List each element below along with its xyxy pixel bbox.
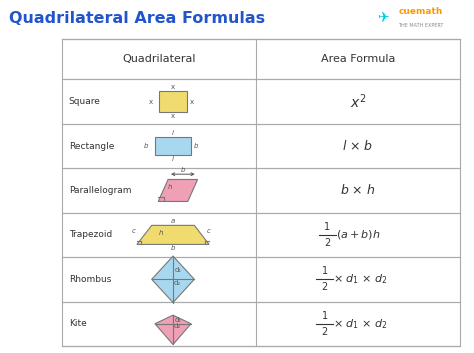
- Text: 2: 2: [324, 238, 330, 248]
- Text: $(a + b)h$: $(a + b)h$: [336, 228, 380, 241]
- Text: b: b: [193, 143, 198, 149]
- Text: x: x: [190, 98, 194, 104]
- Text: THE MATH EXPERT: THE MATH EXPERT: [398, 23, 444, 28]
- Text: b: b: [181, 167, 185, 173]
- Text: × $d_1$ × $d_2$: × $d_1$ × $d_2$: [333, 317, 388, 331]
- Text: Rectangle: Rectangle: [69, 142, 114, 150]
- Text: d₂: d₂: [174, 323, 182, 329]
- Text: Quadrilateral: Quadrilateral: [122, 54, 196, 64]
- Text: b: b: [171, 245, 175, 251]
- Text: d₁: d₁: [174, 317, 182, 323]
- Text: h: h: [168, 184, 173, 190]
- Text: ✈: ✈: [377, 11, 389, 25]
- Text: $l$ × $b$: $l$ × $b$: [342, 139, 374, 153]
- Text: 1: 1: [322, 311, 328, 321]
- Text: × $d_1$ × $d_2$: × $d_1$ × $d_2$: [333, 273, 388, 286]
- Text: 2: 2: [321, 282, 328, 292]
- Bar: [62, 39, 460, 346]
- Text: $b$ × $h$: $b$ × $h$: [340, 184, 375, 197]
- Text: b: b: [144, 143, 149, 149]
- Polygon shape: [155, 315, 191, 345]
- Text: x: x: [148, 98, 153, 104]
- Polygon shape: [152, 256, 194, 303]
- Bar: [159, 91, 187, 112]
- Text: x: x: [171, 84, 175, 90]
- Text: a: a: [171, 218, 175, 224]
- Text: c: c: [207, 228, 211, 234]
- Text: h: h: [159, 230, 164, 236]
- Text: l: l: [172, 156, 174, 162]
- Text: Quadrilateral Area Formulas: Quadrilateral Area Formulas: [9, 11, 265, 25]
- Text: $x^2$: $x^2$: [350, 92, 366, 111]
- Text: x: x: [171, 113, 175, 119]
- Bar: [155, 137, 191, 155]
- Polygon shape: [158, 179, 198, 202]
- Text: 1: 1: [324, 222, 330, 232]
- Text: 2: 2: [321, 327, 328, 336]
- Text: Square: Square: [69, 97, 100, 106]
- Text: 1: 1: [322, 267, 328, 276]
- Text: d₁: d₁: [174, 267, 182, 273]
- Text: l: l: [172, 130, 174, 136]
- Text: Rhombus: Rhombus: [69, 275, 111, 284]
- Text: cuemath: cuemath: [398, 7, 443, 16]
- Text: d₂: d₂: [174, 280, 182, 286]
- Text: Trapezoid: Trapezoid: [69, 231, 112, 239]
- Text: c: c: [132, 228, 136, 234]
- Text: Area Formula: Area Formula: [321, 54, 395, 64]
- Text: Kite: Kite: [69, 319, 86, 328]
- Text: Parallelogram: Parallelogram: [69, 186, 131, 195]
- Polygon shape: [137, 225, 209, 244]
